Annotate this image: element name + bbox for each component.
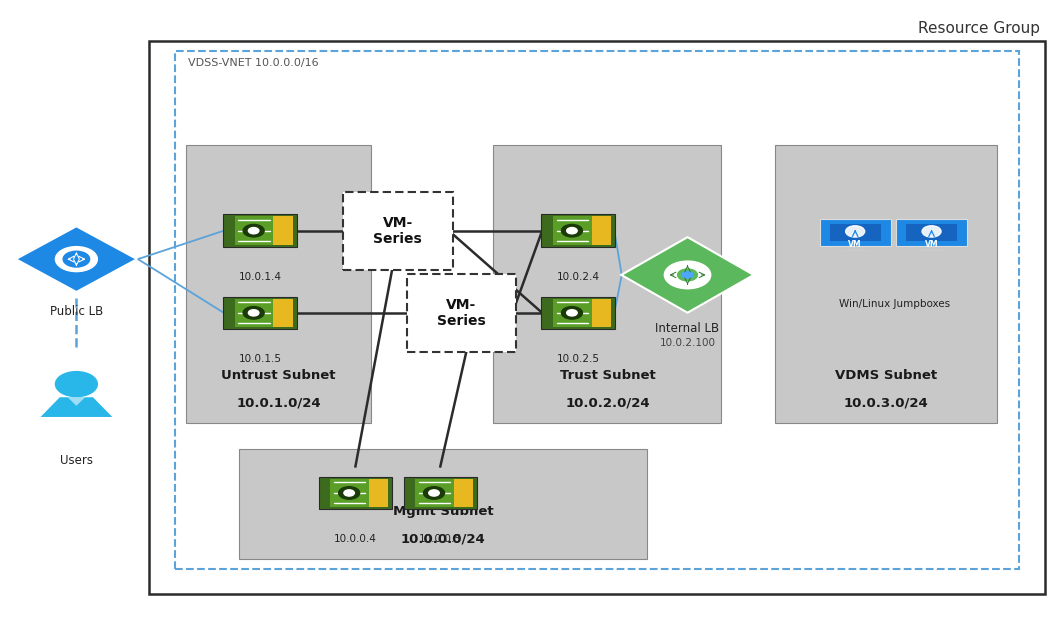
Circle shape	[243, 307, 264, 319]
Text: 10.0.0.5: 10.0.0.5	[419, 534, 462, 544]
Text: Resource Group: Resource Group	[918, 21, 1040, 36]
Text: 10.0.0.4: 10.0.0.4	[334, 534, 377, 544]
Text: Public LB: Public LB	[50, 305, 103, 319]
Circle shape	[423, 487, 445, 499]
Text: Mgmt Subnet: Mgmt Subnet	[393, 505, 493, 518]
FancyBboxPatch shape	[344, 192, 452, 269]
FancyBboxPatch shape	[234, 217, 274, 245]
Text: 10.0.3.0/24: 10.0.3.0/24	[843, 396, 928, 410]
Text: 10.0.2.5: 10.0.2.5	[557, 354, 599, 364]
Circle shape	[248, 310, 259, 316]
Text: VDSS-VNET 10.0.0.0/16: VDSS-VNET 10.0.0.0/16	[188, 58, 318, 68]
FancyBboxPatch shape	[819, 219, 891, 246]
FancyBboxPatch shape	[493, 145, 721, 423]
Circle shape	[243, 224, 264, 237]
Text: 10.0.1.0/24: 10.0.1.0/24	[237, 396, 320, 410]
Circle shape	[567, 310, 577, 316]
Polygon shape	[622, 237, 753, 313]
Circle shape	[567, 228, 577, 234]
Circle shape	[429, 490, 439, 496]
Circle shape	[248, 228, 259, 234]
FancyBboxPatch shape	[318, 477, 393, 509]
Text: 10.0.2.4: 10.0.2.4	[557, 272, 599, 282]
Text: VM-
Series: VM- Series	[437, 298, 486, 328]
Circle shape	[338, 487, 360, 499]
FancyBboxPatch shape	[906, 224, 957, 241]
Polygon shape	[40, 398, 112, 417]
Text: Untrust Subnet: Untrust Subnet	[222, 369, 335, 382]
FancyBboxPatch shape	[330, 479, 369, 507]
Circle shape	[922, 226, 941, 237]
Text: Internal LB: Internal LB	[656, 322, 719, 336]
FancyBboxPatch shape	[592, 217, 611, 245]
Circle shape	[64, 252, 89, 267]
Text: VM-
Series: VM- Series	[373, 216, 422, 246]
FancyBboxPatch shape	[223, 214, 297, 247]
Text: 10.0.2.0/24: 10.0.2.0/24	[566, 396, 649, 410]
Circle shape	[664, 261, 711, 289]
Circle shape	[678, 269, 697, 281]
Text: 10.0.1.4: 10.0.1.4	[239, 272, 281, 282]
Circle shape	[55, 246, 98, 272]
Text: VM: VM	[849, 240, 862, 249]
FancyBboxPatch shape	[149, 41, 1045, 594]
FancyBboxPatch shape	[592, 299, 611, 327]
Circle shape	[55, 372, 98, 397]
FancyBboxPatch shape	[415, 479, 454, 507]
Text: Win/Linux Jumpboxes: Win/Linux Jumpboxes	[839, 299, 950, 309]
FancyBboxPatch shape	[454, 479, 473, 507]
FancyBboxPatch shape	[234, 299, 274, 327]
FancyBboxPatch shape	[274, 217, 293, 245]
FancyBboxPatch shape	[541, 296, 615, 329]
Circle shape	[561, 307, 582, 319]
FancyBboxPatch shape	[274, 299, 293, 327]
Text: 10.0.2.100: 10.0.2.100	[660, 338, 715, 348]
FancyBboxPatch shape	[369, 479, 388, 507]
FancyBboxPatch shape	[553, 217, 592, 245]
FancyBboxPatch shape	[239, 449, 647, 559]
Circle shape	[344, 490, 354, 496]
Text: Trust Subnet: Trust Subnet	[559, 369, 656, 382]
FancyBboxPatch shape	[403, 477, 477, 509]
FancyBboxPatch shape	[223, 296, 297, 329]
FancyBboxPatch shape	[553, 299, 592, 327]
Circle shape	[561, 224, 582, 237]
Circle shape	[682, 272, 693, 278]
FancyBboxPatch shape	[175, 51, 1019, 569]
FancyBboxPatch shape	[830, 224, 881, 241]
Text: 10.0.0.0/24: 10.0.0.0/24	[401, 532, 485, 545]
Text: Users: Users	[59, 454, 93, 467]
Text: VDMS Subnet: VDMS Subnet	[835, 369, 937, 382]
FancyBboxPatch shape	[895, 219, 968, 246]
FancyBboxPatch shape	[186, 145, 371, 423]
Circle shape	[846, 226, 865, 237]
Text: 10.0.1.5: 10.0.1.5	[239, 354, 281, 364]
FancyBboxPatch shape	[541, 214, 615, 247]
Polygon shape	[68, 398, 85, 406]
Polygon shape	[16, 226, 137, 292]
FancyBboxPatch shape	[407, 274, 517, 351]
Text: VM: VM	[925, 240, 938, 249]
FancyBboxPatch shape	[775, 145, 997, 423]
